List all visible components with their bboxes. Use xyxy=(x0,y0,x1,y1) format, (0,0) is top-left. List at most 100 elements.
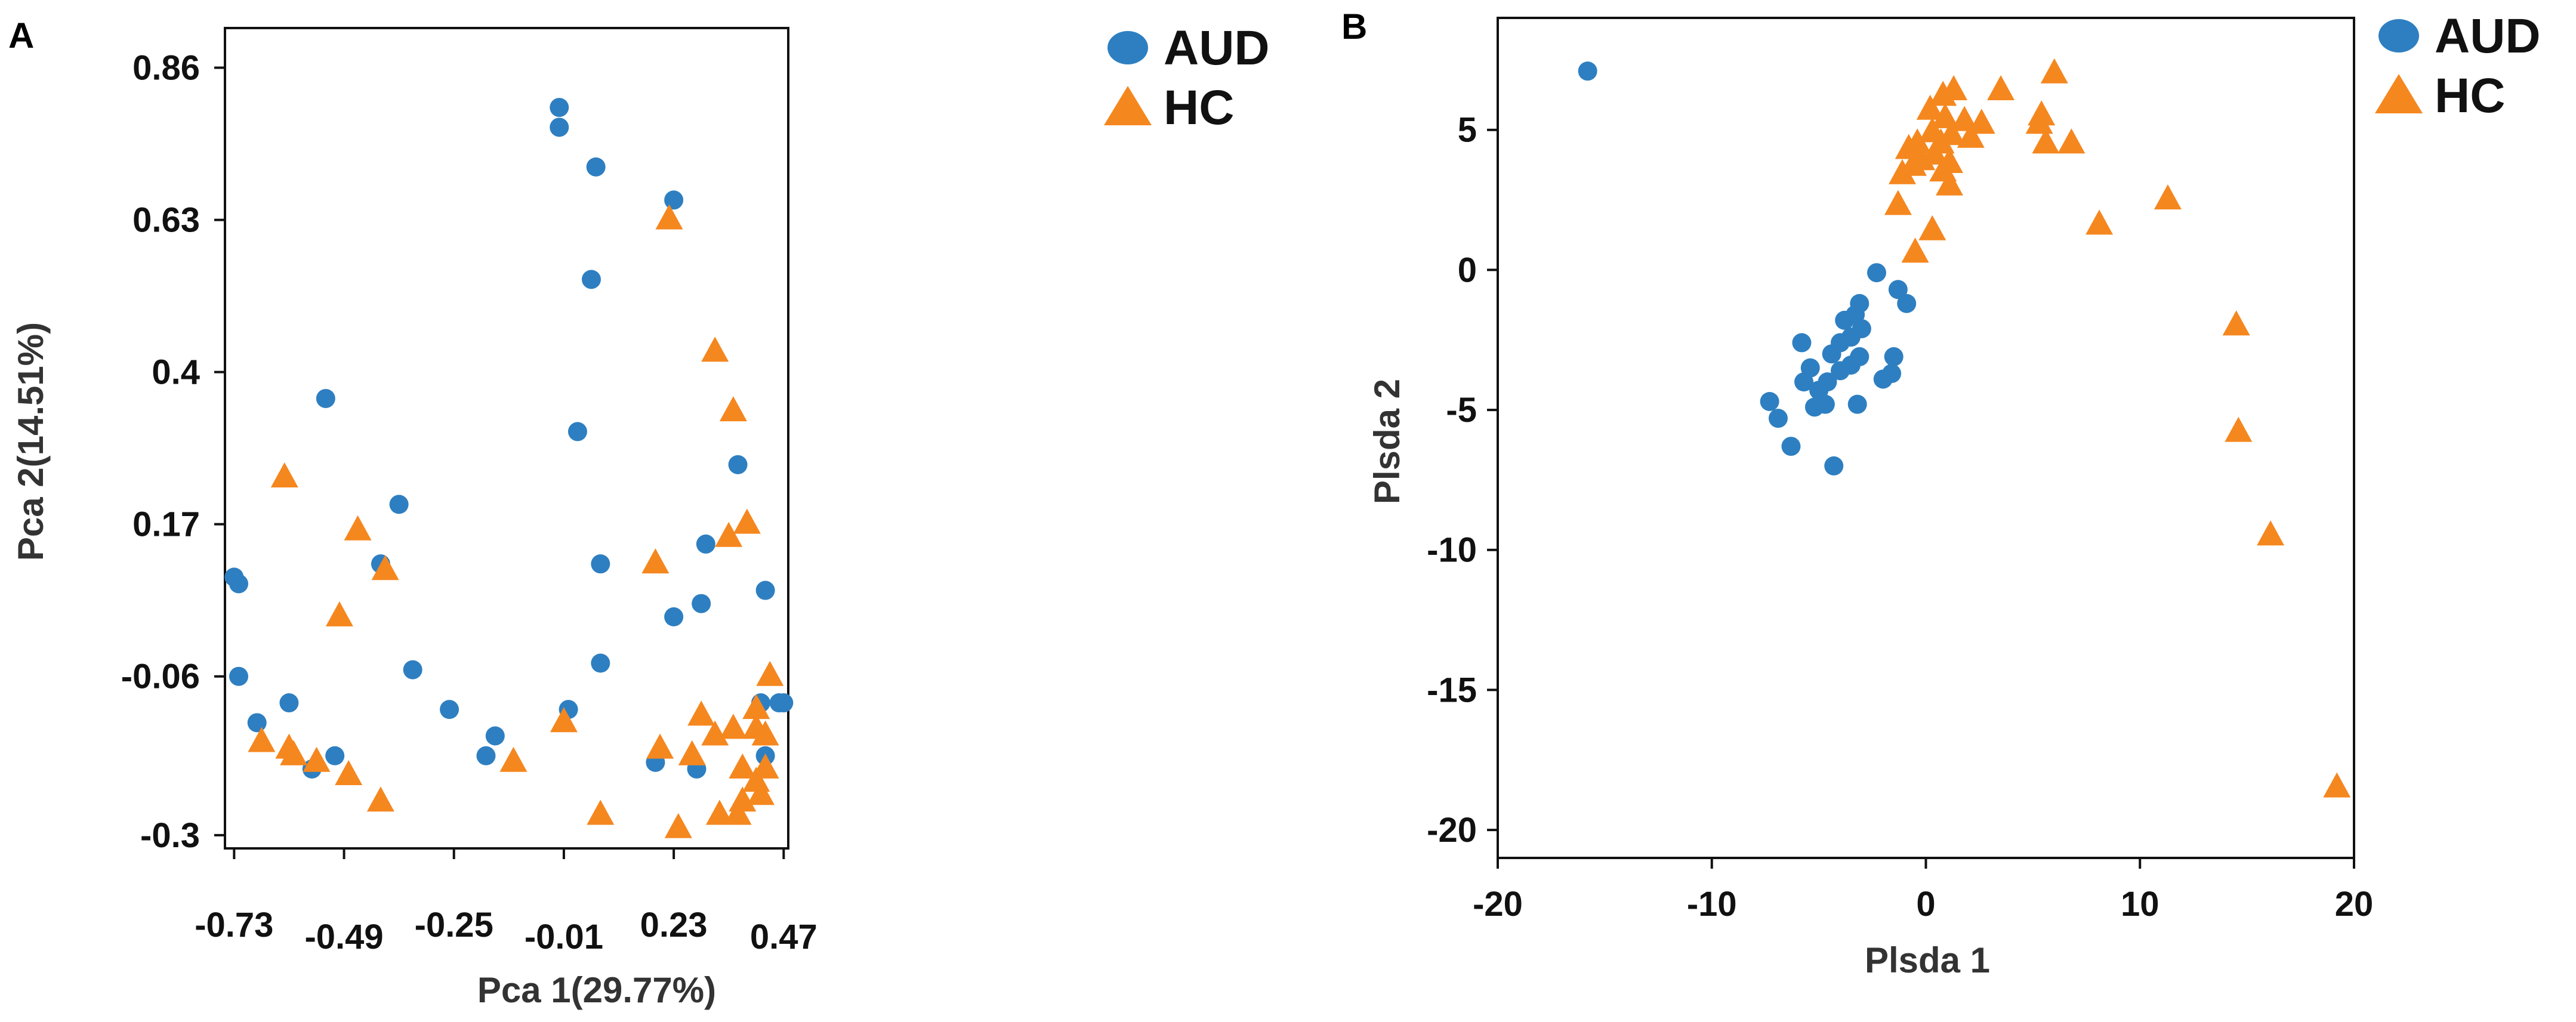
series-aud xyxy=(224,98,794,779)
data-point-aud xyxy=(229,574,249,594)
data-point-hc xyxy=(280,740,308,765)
legend-marker-aud xyxy=(2378,19,2419,53)
x-tick-label: 0.47 xyxy=(750,918,817,956)
data-point-hc xyxy=(742,714,770,739)
data-point-aud xyxy=(1781,437,1801,456)
data-point-aud xyxy=(581,270,601,289)
data-point-hc xyxy=(344,515,372,541)
data-point-hc xyxy=(715,521,743,547)
legend-label-hc: HC xyxy=(2435,69,2505,123)
data-point-aud xyxy=(279,693,299,713)
data-point-aud xyxy=(692,594,711,613)
data-point-aud xyxy=(755,581,775,600)
panel-label: B xyxy=(1341,7,1367,47)
data-point-hc xyxy=(2222,310,2250,336)
legend: AUD HC xyxy=(2375,9,2541,123)
data-point-hc xyxy=(664,813,692,838)
data-point-hc xyxy=(1957,122,1985,148)
x-tick-label: -20 xyxy=(1473,885,1523,924)
legend-marker-aud xyxy=(1107,31,1148,64)
data-point-aud xyxy=(774,693,794,713)
data-point-hc xyxy=(2086,209,2114,235)
data-point-aud xyxy=(591,554,610,574)
data-point-hc xyxy=(248,727,276,752)
data-point-aud xyxy=(1873,369,1893,389)
y-tick-label: 5 xyxy=(1458,111,1477,150)
data-point-aud xyxy=(1792,333,1812,353)
data-point-hc xyxy=(303,746,331,772)
data-point-hc xyxy=(335,760,363,785)
x-tick-label: -0.73 xyxy=(195,906,273,944)
y-tick-label: 0.86 xyxy=(132,49,200,88)
data-point-aud xyxy=(403,660,422,680)
data-point-hc xyxy=(747,780,775,805)
data-point-hc xyxy=(1916,94,1944,120)
data-point-hc xyxy=(646,733,674,759)
x-tick-label: -10 xyxy=(1687,885,1737,924)
data-point-aud xyxy=(1768,409,1788,428)
data-point-hc xyxy=(1889,159,1916,184)
data-point-hc xyxy=(705,799,733,825)
data-point-aud xyxy=(485,726,505,746)
data-point-hc xyxy=(1967,109,1995,134)
plot-frame xyxy=(224,27,789,850)
data-point-aud xyxy=(664,607,684,626)
x-tick-label: 0.23 xyxy=(640,906,708,944)
data-point-aud xyxy=(728,455,748,474)
data-point-aud xyxy=(1804,397,1824,417)
data-point-aud xyxy=(1822,344,1841,364)
data-point-aud xyxy=(316,388,335,408)
y-tick-label: 0 xyxy=(1458,251,1477,289)
data-point-hc xyxy=(641,548,670,574)
data-point-aud xyxy=(696,534,715,554)
data-point-hc xyxy=(655,204,683,230)
legend-marker-hc xyxy=(2375,74,2423,113)
data-point-hc xyxy=(1901,237,1929,263)
y-tick-label: -0.3 xyxy=(140,816,200,855)
panel-label: A xyxy=(8,16,34,55)
data-point-aud xyxy=(591,653,610,673)
data-point-aud xyxy=(1897,294,1917,313)
x-axis-label: Pca 1(29.77%) xyxy=(477,970,716,1010)
x-tick-label: -0.25 xyxy=(415,906,493,944)
x-tick-label: 20 xyxy=(2335,885,2374,924)
series-aud xyxy=(1578,61,1917,476)
data-point-hc xyxy=(1884,190,1912,215)
data-point-hc xyxy=(550,707,578,733)
data-point-hc xyxy=(366,786,394,812)
data-point-hc xyxy=(1918,215,1946,240)
legend: AUD HC xyxy=(1104,21,1270,135)
y-tick-label: -5 xyxy=(1446,391,1477,430)
legend-label-hc: HC xyxy=(1164,81,1234,135)
data-point-aud xyxy=(550,118,569,137)
data-point-hc xyxy=(499,746,527,772)
y-axis-label: Pca 2(14.51%) xyxy=(11,322,51,561)
data-point-hc xyxy=(729,753,757,779)
data-point-aud xyxy=(567,422,587,441)
data-point-hc xyxy=(270,462,298,487)
y-tick-label: -10 xyxy=(1427,531,1477,570)
data-point-aud xyxy=(1888,280,1908,300)
data-point-hc xyxy=(2257,520,2285,546)
data-point-hc xyxy=(2154,184,2182,209)
plot-frame xyxy=(1497,17,2355,859)
data-point-aud xyxy=(1831,361,1850,381)
data-point-hc xyxy=(687,700,715,726)
y-tick-label: 0.4 xyxy=(152,353,200,392)
chart-panel-b: B 5 0 -5 -10 -15 -20 -20 -10 0 10 20 Plsda 1 Plsda 2 A… xyxy=(1341,7,2541,980)
data-point-aud xyxy=(1884,347,1904,366)
chart-panel-a: A 0.86 0.63 0.4 0.17 -0.06 -0.3 -0.73 -0.49 -0.25… xyxy=(8,16,1270,1010)
data-point-aud xyxy=(389,495,409,514)
y-tick-label: 0.63 xyxy=(132,201,200,240)
y-tick-label: -20 xyxy=(1427,811,1477,850)
data-point-hc xyxy=(371,555,399,581)
x-tick-label: 0 xyxy=(1916,885,1935,924)
data-point-aud xyxy=(1760,391,1779,411)
data-point-hc xyxy=(733,508,761,534)
data-point-aud xyxy=(1847,394,1867,414)
data-point-hc xyxy=(719,714,747,739)
y-tick-label: 0.17 xyxy=(132,505,200,544)
data-point-hc xyxy=(2025,109,2053,134)
data-point-hc xyxy=(2225,416,2253,442)
